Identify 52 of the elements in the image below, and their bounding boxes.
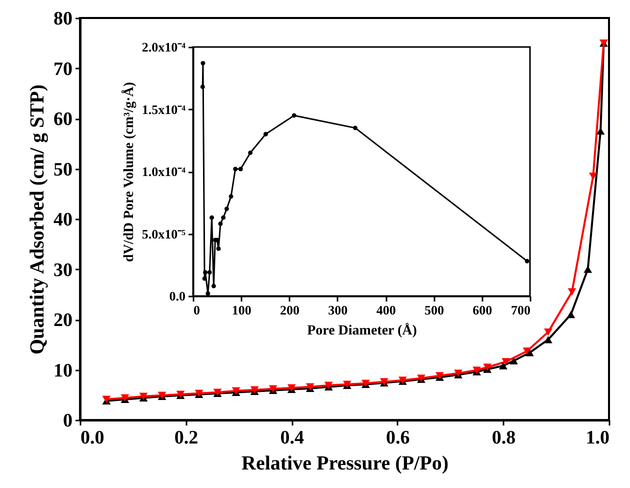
point bbox=[353, 126, 358, 130]
y-tick-label: 50 bbox=[54, 159, 72, 180]
y-tick-label: 80 bbox=[54, 8, 72, 30]
x-tick-label: 100 bbox=[232, 302, 252, 318]
point bbox=[216, 246, 221, 251]
y-tick-label: 1.0x10⁻⁴ bbox=[142, 164, 186, 179]
y-tick-label: 40 bbox=[54, 210, 72, 230]
x-tick-label: 0.6 bbox=[386, 428, 410, 448]
point bbox=[238, 166, 243, 172]
y-tick-label: 30 bbox=[54, 260, 72, 281]
point bbox=[292, 113, 296, 118]
x-tick-label: 700 bbox=[511, 302, 530, 318]
point bbox=[211, 284, 216, 288]
x-tick-label: 0.8 bbox=[492, 428, 516, 448]
y-tick-label: 5.0x10⁻⁵ bbox=[142, 226, 186, 242]
x-tick-label: 500 bbox=[424, 302, 444, 318]
y-tick-label: 20 bbox=[54, 310, 72, 331]
point bbox=[200, 60, 206, 66]
x-tick-label: 0.4 bbox=[280, 428, 304, 448]
x-tick-label: 1.0 bbox=[586, 428, 610, 448]
point bbox=[210, 215, 214, 220]
point bbox=[233, 166, 238, 172]
y-tick-label: 1.5x10⁻⁴ bbox=[142, 102, 186, 117]
point bbox=[207, 270, 212, 275]
x-tick-label: 400 bbox=[376, 302, 396, 318]
y-tick-label: 2.0x10⁻⁴ bbox=[142, 40, 186, 54]
x-tick-label: 600 bbox=[472, 302, 492, 318]
y-tick-label: 10 bbox=[54, 360, 72, 382]
x-axis-title: Relative Pressure (P/Po) bbox=[242, 452, 448, 474]
x-tick-label: 300 bbox=[328, 302, 348, 318]
y-axis-title: Quantity Adsorbed (cm/ g STP) bbox=[26, 84, 48, 355]
x-tick-label: 0.2 bbox=[174, 428, 198, 448]
point bbox=[221, 215, 226, 220]
y-tick-label: 0 bbox=[63, 410, 72, 432]
point bbox=[224, 206, 229, 212]
point bbox=[248, 150, 253, 156]
point bbox=[206, 291, 210, 296]
y-axis-title: dV/dD Pore Volume (cm³/g·Å) bbox=[120, 82, 137, 262]
x-tick-label: 0.0 bbox=[80, 428, 104, 448]
point bbox=[524, 258, 530, 264]
x-axis-title: Pore Diameter (Å) bbox=[307, 322, 418, 338]
y-tick-label: 60 bbox=[54, 109, 72, 130]
y-tick-label: 0.0 bbox=[169, 288, 186, 304]
point bbox=[202, 276, 207, 281]
y-tick-label: 70 bbox=[54, 58, 72, 80]
point bbox=[203, 270, 208, 275]
point bbox=[228, 194, 234, 199]
point bbox=[263, 132, 268, 136]
x-tick-label: 200 bbox=[280, 302, 300, 318]
point bbox=[218, 222, 223, 226]
x-tick-label: 0 bbox=[194, 302, 200, 318]
point bbox=[200, 84, 205, 90]
